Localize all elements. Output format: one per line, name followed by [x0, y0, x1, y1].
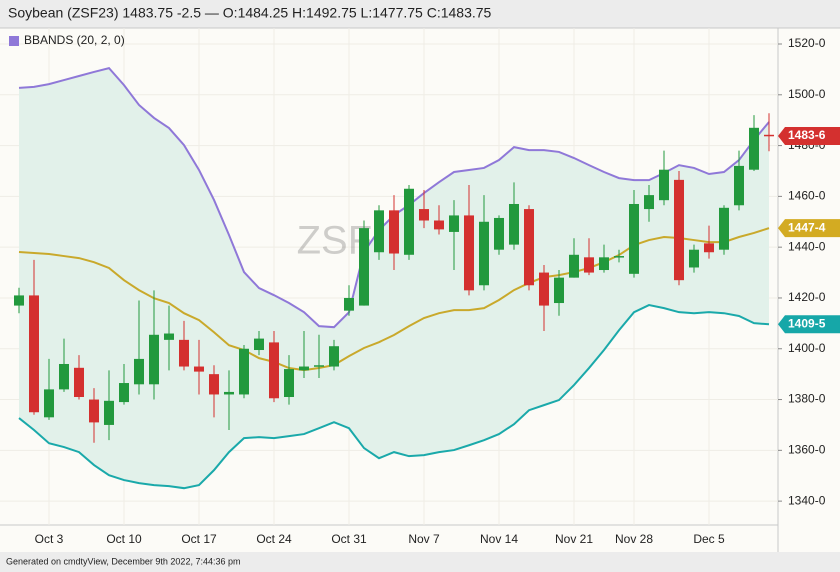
candle-body — [569, 254, 579, 278]
x-tick-label: Nov 14 — [480, 532, 518, 546]
chart-title: Soybean (ZSF23) 1483.75 -2.5 — O:1484.25… — [8, 5, 492, 21]
candle-body — [344, 297, 354, 311]
x-tick-label: Oct 31 — [331, 532, 367, 546]
candle-body — [239, 348, 249, 395]
candle-body — [509, 203, 519, 245]
x-tick-label: Nov 21 — [555, 532, 593, 546]
candle-body — [764, 134, 774, 137]
candle-body — [494, 217, 504, 250]
candle-body — [149, 334, 159, 385]
candle-body — [539, 272, 549, 306]
band-fill — [19, 68, 769, 489]
y-tick-label: 1520-0 — [788, 36, 826, 50]
candle-body — [134, 358, 144, 385]
candle-body — [749, 127, 759, 170]
x-tick-label: Oct 10 — [106, 532, 142, 546]
candle-body — [434, 220, 444, 230]
candle-body — [734, 165, 744, 206]
legend-swatch — [9, 36, 19, 46]
x-tick-label: Nov 7 — [408, 532, 440, 546]
y-tick-label: 1400-0 — [788, 341, 826, 355]
candle-body — [449, 215, 459, 232]
candle-body — [14, 295, 24, 306]
header-bar — [0, 0, 840, 28]
x-tick-label: Oct 24 — [256, 532, 292, 546]
price-label: 1447-4 — [788, 220, 826, 234]
y-tick-label: 1460-0 — [788, 189, 826, 203]
candle-body — [44, 389, 54, 418]
candle-body — [329, 346, 339, 367]
candle-body — [119, 383, 129, 403]
price-label: 1409-5 — [788, 316, 826, 330]
lower-band — [18, 304, 770, 490]
candle-body — [269, 342, 279, 399]
candle-body — [284, 369, 294, 398]
y-tick-label: 1380-0 — [788, 392, 826, 406]
candle-body — [299, 366, 309, 371]
candle-body — [719, 207, 729, 250]
candle-body — [644, 195, 654, 210]
candle-body — [629, 203, 639, 274]
candle-body — [419, 209, 429, 221]
candle-body — [179, 339, 189, 367]
y-tick-label: 1360-0 — [788, 443, 826, 457]
candle-body — [254, 338, 264, 351]
candle-body — [389, 210, 399, 254]
candle-body — [374, 210, 384, 253]
footer-bar — [0, 552, 840, 572]
price-label: 1483-6 — [788, 128, 826, 142]
legend-label: BBANDS (20, 2, 0) — [24, 33, 125, 47]
y-tick-label: 1440-0 — [788, 239, 826, 253]
candle-body — [674, 179, 684, 281]
candle-body — [89, 399, 99, 423]
plot-area: ZSF23, 1 Day — [0, 28, 778, 525]
price-label-box — [778, 127, 840, 146]
candle-body — [164, 333, 174, 340]
candle-body — [224, 391, 234, 395]
candle-body — [74, 367, 84, 398]
candle-body — [29, 295, 39, 413]
middle-band — [18, 227, 770, 372]
x-tick-label: Nov 28 — [615, 532, 653, 546]
x-tick-label: Oct 17 — [181, 532, 217, 546]
x-tick-label: Oct 3 — [35, 532, 64, 546]
y-tick-label: 1500-0 — [788, 87, 826, 101]
candle-body — [194, 366, 204, 372]
price-label-box — [778, 315, 840, 334]
candle-body — [659, 169, 669, 201]
candle-body — [359, 228, 369, 306]
x-tick-label: Dec 5 — [693, 532, 725, 546]
candle-body — [599, 257, 609, 271]
candle-body — [704, 243, 714, 253]
candle-body — [59, 363, 69, 390]
candle-body — [314, 365, 324, 367]
candle-body — [464, 215, 474, 291]
candle-body — [404, 188, 414, 255]
price-label-box — [778, 219, 840, 238]
candle-body — [479, 221, 489, 286]
candle-body — [209, 374, 219, 395]
candle-body — [614, 256, 624, 258]
y-tick-label: 1420-0 — [788, 290, 826, 304]
candle-body — [104, 400, 114, 425]
y-tick-label: 1340-0 — [788, 493, 826, 507]
candle-body — [689, 249, 699, 268]
candle-body — [554, 277, 564, 304]
footer: Generated on cmdtyView, December 9th 202… — [6, 556, 240, 566]
candle-body — [584, 257, 594, 273]
candle-body — [524, 209, 534, 286]
